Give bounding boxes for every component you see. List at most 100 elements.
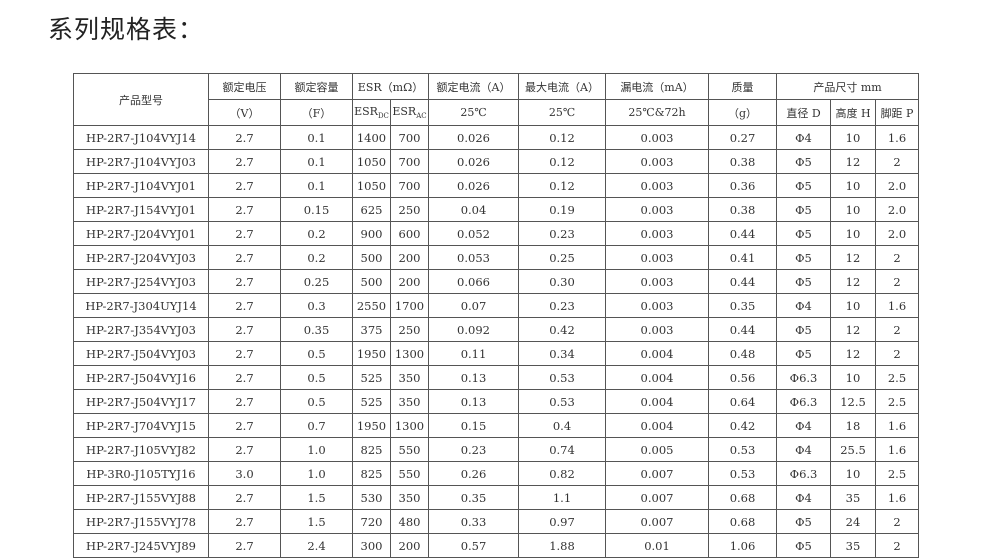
- cell-diameter: Φ5: [776, 221, 831, 246]
- header-max-current-cond: 25℃: [518, 99, 606, 126]
- cell-max-current: 0.53: [518, 365, 606, 390]
- cell-pitch: 2.0: [874, 173, 920, 198]
- cell-rated-current: 0.026: [428, 149, 519, 174]
- header-leakage-cond: 25℃&72h: [605, 99, 709, 126]
- cell-leakage: 0.003: [605, 221, 709, 246]
- cell-leakage: 0.007: [605, 461, 709, 486]
- cell-mass: 0.68: [708, 509, 777, 534]
- cell-esr-dc: 300: [352, 533, 391, 558]
- table-row: HP-2R7-J155VYJ88 2.7 1.5 530 350 0.35 1.1 0.007…: [73, 485, 920, 510]
- table-row: HP-2R7-J104VYJ03 2.7 0.1 1050 700 0.026 0.12 0.…: [73, 149, 920, 174]
- cell-esr-dc: 1950: [352, 341, 391, 366]
- cell-rated-current: 0.052: [428, 221, 519, 246]
- table-row: HP-2R7-J204VYJ03 2.7 0.2 500 200 0.053 0.25 0.0…: [73, 245, 920, 270]
- cell-max-current: 0.12: [518, 125, 606, 150]
- header-size: 产品尺寸 mm: [775, 73, 920, 100]
- cell-esr-ac: 250: [390, 317, 429, 342]
- header-max-current: 最大电流（A）: [518, 73, 606, 100]
- cell-model: HP-2R7-J105VYJ82: [73, 437, 209, 462]
- header-rated-current-cond: 25℃: [428, 99, 519, 126]
- table-row: HP-2R7-J105VYJ82 2.7 1.0 825 550 0.23 0.74 0.00…: [73, 437, 920, 462]
- table-row: HP-2R7-J504VYJ17 2.7 0.5 525 350 0.13 0.53 0.00…: [73, 389, 920, 414]
- cell-diameter: Φ4: [776, 413, 831, 438]
- cell-esr-dc: 530: [352, 485, 391, 510]
- cell-diameter: Φ6.3: [776, 461, 831, 486]
- cell-pitch: 2: [874, 533, 920, 558]
- cell-pitch: 2.0: [874, 221, 920, 246]
- cell-esr-dc: 1050: [352, 149, 391, 174]
- cell-leakage: 0.003: [605, 173, 709, 198]
- cell-model: HP-2R7-J704VYJ15: [73, 413, 209, 438]
- cell-max-current: 0.12: [518, 173, 606, 198]
- cell-esr-ac: 350: [390, 485, 429, 510]
- cell-max-current: 0.97: [518, 509, 606, 534]
- cell-rated-current: 0.066: [428, 269, 519, 294]
- cell-height: 12: [830, 245, 876, 270]
- cell-model: HP-3R0-J105TYJ16: [73, 461, 209, 486]
- cell-height: 25.5: [830, 437, 876, 462]
- esr-dc-sub: DC: [377, 112, 389, 121]
- cell-voltage: 2.7: [208, 173, 281, 198]
- cell-capacity: 0.25: [280, 269, 353, 294]
- cell-rated-current: 0.07: [428, 293, 519, 318]
- cell-leakage: 0.01: [605, 533, 709, 558]
- table-header: 产品型号 额定电压 额定容量 ESR（mΩ） 额定电流（A） 最大电流（A） 漏…: [73, 73, 920, 126]
- cell-voltage: 2.7: [208, 317, 281, 342]
- cell-esr-dc: 900: [352, 221, 391, 246]
- cell-rated-current: 0.23: [428, 437, 519, 462]
- cell-leakage: 0.003: [605, 197, 709, 222]
- spec-table: 产品型号 额定电压 额定容量 ESR（mΩ） 额定电流（A） 最大电流（A） 漏…: [73, 73, 920, 558]
- header-voltage-unit: （V）: [208, 99, 281, 126]
- cell-pitch: 2.0: [874, 197, 920, 222]
- cell-model: HP-2R7-J354VYJ03: [73, 317, 209, 342]
- cell-diameter: Φ4: [776, 437, 831, 462]
- cell-rated-current: 0.026: [428, 125, 519, 150]
- cell-diameter: Φ5: [776, 245, 831, 270]
- cell-esr-ac: 1300: [390, 413, 429, 438]
- cell-diameter: Φ6.3: [776, 365, 831, 390]
- cell-pitch: 2: [874, 341, 920, 366]
- cell-diameter: Φ5: [776, 173, 831, 198]
- cell-leakage: 0.004: [605, 365, 709, 390]
- header-capacity-unit: （F）: [280, 99, 353, 126]
- cell-height: 35: [830, 533, 876, 558]
- table-row: HP-2R7-J254VYJ03 2.7 0.25 500 200 0.066 0.30 0.…: [73, 269, 920, 294]
- table-row: HP-2R7-J104VYJ01 2.7 0.1 1050 700 0.026 0.12 0.…: [73, 173, 920, 198]
- esr-dc-base: ESR: [354, 104, 378, 118]
- cell-mass: 0.44: [708, 269, 777, 294]
- cell-leakage: 0.003: [605, 293, 709, 318]
- cell-mass: 0.64: [708, 389, 777, 414]
- cell-voltage: 2.7: [208, 533, 281, 558]
- header-mass-unit: （g）: [708, 99, 777, 126]
- cell-max-current: 0.25: [518, 245, 606, 270]
- cell-pitch: 2: [874, 509, 920, 534]
- cell-model: HP-2R7-J504VYJ03: [73, 341, 209, 366]
- cell-diameter: Φ5: [776, 317, 831, 342]
- cell-esr-ac: 1700: [390, 293, 429, 318]
- cell-mass: 0.27: [708, 125, 777, 150]
- cell-esr-ac: 350: [390, 389, 429, 414]
- cell-leakage: 0.007: [605, 485, 709, 510]
- cell-esr-dc: 720: [352, 509, 391, 534]
- cell-pitch: 1.6: [874, 413, 920, 438]
- cell-diameter: Φ5: [776, 149, 831, 174]
- table-row: HP-2R7-J245VYJ89 2.7 2.4 300 200 0.57 1.88 0.01…: [73, 533, 920, 558]
- cell-voltage: 2.7: [208, 125, 281, 150]
- cell-mass: 0.38: [708, 197, 777, 222]
- cell-pitch: 1.6: [874, 437, 920, 462]
- table-row: HP-2R7-J154VYJ01 2.7 0.15 625 250 0.04 0.19 0.0…: [73, 197, 920, 222]
- cell-mass: 0.36: [708, 173, 777, 198]
- cell-pitch: 2.5: [874, 461, 920, 486]
- table-row: HP-2R7-J504VYJ03 2.7 0.5 1950 1300 0.11 0.34 0.…: [73, 341, 920, 366]
- cell-rated-current: 0.13: [428, 365, 519, 390]
- cell-voltage: 2.7: [208, 341, 281, 366]
- cell-model: HP-2R7-J155VYJ88: [73, 485, 209, 510]
- cell-voltage: 2.7: [208, 437, 281, 462]
- cell-mass: 0.38: [708, 149, 777, 174]
- cell-esr-dc: 825: [352, 461, 391, 486]
- cell-mass: 0.42: [708, 413, 777, 438]
- cell-rated-current: 0.33: [428, 509, 519, 534]
- header-pitch: 脚距 P: [874, 99, 920, 126]
- cell-diameter: Φ5: [776, 269, 831, 294]
- cell-model: HP-2R7-J245VYJ89: [73, 533, 209, 558]
